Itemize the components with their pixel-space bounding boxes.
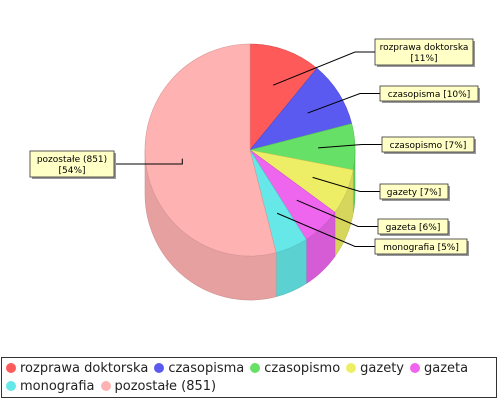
callout-label-3-0: gazety [7%] — [387, 188, 442, 198]
legend-swatch-2 — [250, 363, 261, 373]
callout-3: gazety [7%] — [312, 176, 450, 201]
legend-swatch-0 — [6, 363, 16, 373]
callout-2: czasopismo [7%] — [318, 136, 476, 154]
legend-item-2: czasopismo — [250, 360, 340, 378]
callout-label-5-0: monografia [5%] — [383, 243, 459, 253]
pie-chart: rozprawa doktorska[11%] czasopisma [10%] c… — [29, 38, 480, 301]
legend-label-5: monografia — [20, 379, 95, 394]
legend-item-6: pozostałe (851) — [100, 378, 217, 396]
callout-line-0 — [272, 51, 375, 86]
legend-item-1: czasopisma — [154, 360, 244, 378]
callout-1: czasopisma [10%] — [307, 85, 480, 114]
legend-item-0: rozprawa doktorska — [6, 360, 148, 378]
callout-box-0 — [374, 38, 474, 66]
legend-item-4: gazeta — [410, 360, 468, 378]
legend-label-1: czasopisma — [168, 361, 245, 376]
callout-6: pozostałe (851)[54%] — [29, 150, 183, 179]
legend-item-3: gazety — [346, 360, 404, 378]
callout-label-0-0: rozprawa doktorska — [380, 43, 469, 53]
callout-line-1 — [307, 93, 380, 114]
callout-line-3 — [312, 176, 380, 192]
legend-swatch-5 — [6, 381, 16, 391]
callout-box-6 — [29, 150, 115, 178]
callout-box-3 — [379, 183, 449, 200]
legend-swatch-4 — [410, 363, 421, 373]
callout-5: monografia [5%] — [276, 212, 469, 256]
callout-line-2 — [318, 144, 382, 149]
callout-box-2 — [381, 136, 475, 153]
legend-label-6: pozostałe (851) — [114, 379, 217, 394]
legend-swatch-6 — [100, 381, 111, 391]
legend-swatch-3 — [346, 363, 357, 373]
callout-box-1 — [379, 85, 479, 102]
legend-item-5: monografia — [6, 378, 95, 396]
legend: rozprawa doktorska czasopisma czasopismo ga… — [1, 357, 497, 398]
callout-box-4 — [377, 218, 449, 235]
callout-line-4 — [296, 199, 378, 227]
legend-label-2: czasopismo — [264, 361, 341, 376]
callout-label-4-0: gazeta [6%] — [386, 223, 441, 233]
callout-4: gazeta [6%] — [296, 199, 450, 236]
callouts: rozprawa doktorska[11%] czasopisma [10%] c… — [29, 38, 480, 256]
legend-label-3: gazety — [360, 361, 405, 376]
legend-swatch-1 — [154, 363, 165, 373]
pie-sides — [144, 149, 356, 301]
legend-label-0: rozprawa doktorska — [20, 361, 149, 376]
callout-line-5 — [276, 212, 375, 247]
callout-label-1-0: czasopisma [10%] — [388, 90, 470, 100]
callout-label-6-0: pozostałe (851) — [37, 155, 107, 165]
callout-0: rozprawa doktorska[11%] — [272, 38, 475, 86]
pie-slice-6 — [144, 43, 277, 257]
callout-label-6-1: [54%] — [58, 166, 85, 176]
legend-label-4: gazeta — [424, 361, 469, 376]
callout-label-0-1: [11%] — [410, 54, 437, 64]
callout-box-5 — [374, 238, 468, 255]
callout-line-6 — [114, 158, 183, 165]
callout-label-2-0: czasopismo [7%] — [390, 141, 467, 151]
pie-slices — [144, 43, 356, 257]
